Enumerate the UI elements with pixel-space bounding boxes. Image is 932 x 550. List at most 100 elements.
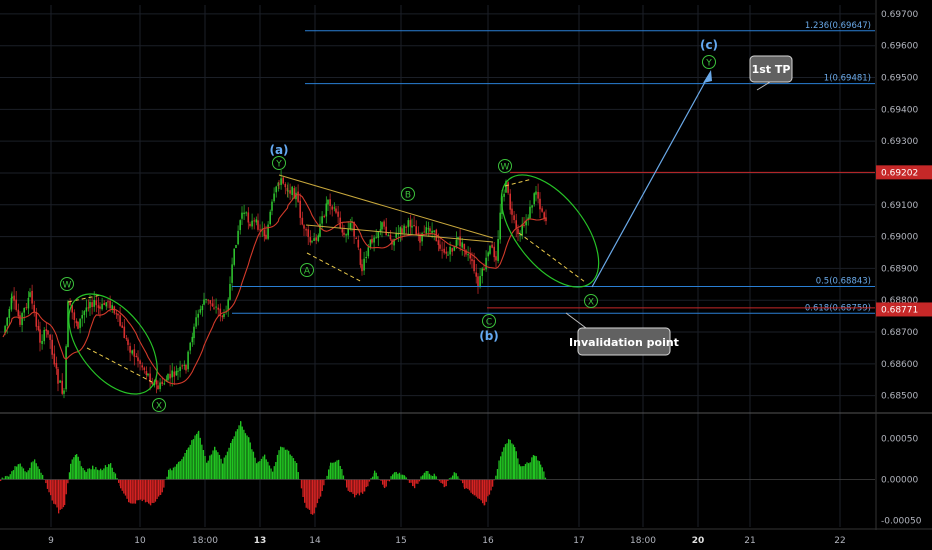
candle-body xyxy=(531,205,533,208)
oscillator-bar xyxy=(202,449,205,480)
candle-body xyxy=(53,353,56,365)
oscillator-bar xyxy=(365,479,367,488)
wave-label-c-major: (c) xyxy=(700,38,718,52)
candle-body xyxy=(301,217,304,225)
candle-body xyxy=(203,299,205,305)
candle-body xyxy=(291,186,293,196)
oscillator-bar xyxy=(454,472,456,480)
oscillator-bar xyxy=(492,479,494,487)
candle-body xyxy=(289,190,291,194)
oscillator-bar xyxy=(244,433,247,480)
oscillator-bar xyxy=(128,479,130,503)
candle-body xyxy=(249,223,251,226)
candle-body xyxy=(421,233,423,242)
oscillator-bar xyxy=(364,479,366,492)
candle-body xyxy=(205,298,207,300)
candle-body xyxy=(487,252,489,257)
oscillator-bar xyxy=(199,437,201,480)
oscillator-bar xyxy=(30,462,33,480)
oscillator-bar xyxy=(100,471,102,480)
candle-body xyxy=(91,302,93,307)
oscillator-axis[interactable]: 0.00050 0.00000 -0.00050 xyxy=(0,434,922,526)
oscillator-bar xyxy=(27,470,29,480)
candle-body xyxy=(457,237,459,240)
price-tick-label: 0.69600 xyxy=(881,42,918,52)
oscillator-bar xyxy=(54,479,57,505)
oscillator-bar xyxy=(209,455,211,480)
candle-body xyxy=(121,325,123,328)
candle-body xyxy=(509,193,511,210)
candle-body xyxy=(347,228,349,236)
oscillator-bar xyxy=(151,479,153,503)
oscillator-bar xyxy=(215,450,217,480)
oscillator-bar xyxy=(230,443,232,480)
candle-body xyxy=(361,264,363,272)
price-tick-label: 0.69400 xyxy=(881,105,918,115)
candle-body xyxy=(207,299,209,301)
oscillator-bar xyxy=(331,462,333,480)
candle-body xyxy=(35,311,38,327)
price-labels: 0.69202 0.68771 xyxy=(876,165,932,317)
candle-body xyxy=(343,232,345,235)
oscillator-bar xyxy=(531,457,533,480)
oscillator-bar xyxy=(521,466,523,480)
oscillator-bar xyxy=(32,461,34,480)
oscillator-bar xyxy=(90,469,92,480)
candle-body xyxy=(155,380,158,385)
candle-body xyxy=(10,297,13,310)
oscillator-bar xyxy=(457,476,459,480)
candle-body xyxy=(231,264,233,283)
candle-body xyxy=(341,229,344,233)
time-tick-label: 18:00 xyxy=(192,536,218,546)
oscillator-bar xyxy=(410,479,412,483)
oscillator-bar xyxy=(313,479,315,514)
candle-body xyxy=(47,330,49,335)
oscillator-bar xyxy=(169,468,171,480)
candle-body xyxy=(327,199,329,205)
oscillator-bar xyxy=(292,458,295,480)
oscillator-bar xyxy=(318,479,320,499)
oscillator-bar xyxy=(218,454,221,480)
callout-first-tp[interactable]: 1st TP xyxy=(749,55,793,91)
oscillator-bar xyxy=(136,479,138,501)
candle-body xyxy=(173,371,176,377)
oscillator-bar xyxy=(514,447,516,480)
oscillator-bar xyxy=(153,479,155,504)
oscillator-bar xyxy=(428,473,431,480)
candle-body xyxy=(147,373,149,376)
candle-body xyxy=(233,248,235,265)
oscillator-bar xyxy=(196,433,198,480)
candle-body xyxy=(215,306,217,308)
oscillator-bar xyxy=(472,479,474,495)
candle-body xyxy=(407,220,410,228)
callout-invalidation[interactable]: Invalidation point xyxy=(565,312,679,356)
oscillator-bar xyxy=(141,479,143,502)
oscillator-bar xyxy=(9,474,11,480)
price-tick-label: 0.69500 xyxy=(881,74,918,84)
oscillator-bar xyxy=(172,467,175,480)
time-axis[interactable]: 9 10 18:00 13 14 15 16 17 18:00 20 21 22 xyxy=(0,528,932,546)
oscillator-bar xyxy=(65,479,67,495)
oscillator-bar xyxy=(377,476,379,480)
oscillator-bar xyxy=(210,454,213,480)
candle-body xyxy=(151,381,153,385)
candle-body xyxy=(515,220,517,229)
candle-body xyxy=(325,203,328,217)
oscillator-bar xyxy=(280,446,282,480)
oscillator-bar xyxy=(333,462,335,480)
candle-body xyxy=(371,238,373,243)
oscillator-bar xyxy=(251,449,253,480)
oscillator-bar xyxy=(506,443,508,480)
oscillator-bar xyxy=(130,479,132,504)
candle-body xyxy=(429,228,431,232)
candlestick-series xyxy=(4,170,547,399)
oscillator-bar xyxy=(465,479,467,489)
time-tick-label: 17 xyxy=(573,536,584,546)
oscillator-bar xyxy=(93,469,95,480)
candle-body xyxy=(517,228,519,235)
candle-body xyxy=(141,365,143,368)
candle-body xyxy=(491,244,493,248)
oscillator-bar xyxy=(395,471,397,480)
wave-label-y2: Y xyxy=(702,55,716,69)
